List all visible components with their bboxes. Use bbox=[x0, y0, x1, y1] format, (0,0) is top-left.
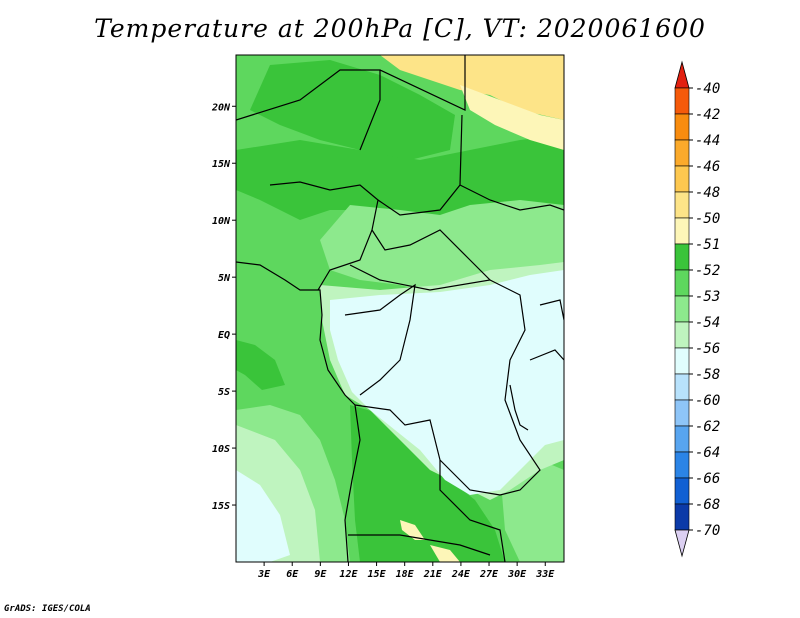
colorbar-label: -53 bbox=[695, 289, 720, 305]
lat-tick-label: 10S bbox=[212, 444, 230, 455]
lon-tick-label: 9E bbox=[314, 569, 327, 580]
border-congo bbox=[344, 283, 416, 396]
colorbar-label: -50 bbox=[695, 211, 720, 227]
colorbar-label: -62 bbox=[695, 419, 720, 435]
colorbar-label: -52 bbox=[695, 263, 720, 279]
border-south-sudan bbox=[459, 184, 564, 211]
border-car bbox=[349, 229, 492, 291]
border-algeria-libya bbox=[236, 69, 381, 151]
lat-tick-label: 5N bbox=[218, 273, 231, 284]
border-drc-south bbox=[354, 404, 501, 496]
lon-tick-label: 30E bbox=[507, 569, 527, 580]
lon-tick-label: 15E bbox=[368, 569, 387, 580]
border-namibia bbox=[348, 534, 491, 556]
colorbar-bottom-triangle bbox=[674, 529, 690, 558]
lat-tick-label: 20N bbox=[211, 102, 231, 113]
colorbar: -40 -42 -44 -46 -48 -50 -51 -52 -53 -54 -56 -58 -60 -… bbox=[674, 60, 720, 558]
angola-dark-band bbox=[350, 405, 505, 562]
colorbar-swatch bbox=[674, 451, 690, 479]
colorbar-label: -56 bbox=[695, 341, 720, 357]
colorbar-swatch bbox=[674, 243, 690, 271]
colorbar-swatch bbox=[674, 399, 690, 427]
lat-tick-label: EQ bbox=[218, 330, 230, 341]
colorbar-label: -68 bbox=[695, 497, 720, 513]
warm-pale-yellow bbox=[460, 85, 564, 150]
colorbar-swatch bbox=[674, 321, 690, 349]
border-drc-east bbox=[489, 279, 541, 496]
colorbar-label: -51 bbox=[695, 237, 720, 253]
colorbar-label: -40 bbox=[695, 81, 720, 97]
lon-tick-label: 24E bbox=[451, 569, 471, 580]
sahara-dark-patch bbox=[250, 60, 455, 160]
colorbar-swatch bbox=[674, 503, 690, 531]
lat-tick-label: 10N bbox=[212, 216, 231, 227]
latitude-axis: 20N 15N 10N 5N EQ 5S 10S 15S bbox=[211, 102, 236, 512]
political-boundaries bbox=[236, 55, 564, 562]
border-east-africa bbox=[529, 299, 564, 361]
colorbar-label: -54 bbox=[695, 315, 720, 331]
colorbar-label: -60 bbox=[695, 393, 720, 409]
colorbar-label: -48 bbox=[695, 185, 720, 201]
colorbar-swatch bbox=[674, 87, 690, 115]
colorbar-swatch bbox=[674, 217, 690, 245]
colorbar-label: -70 bbox=[695, 523, 720, 539]
colorbar-swatch bbox=[674, 191, 690, 219]
sahel-dark-band bbox=[236, 135, 564, 220]
lat-tick-label: 15S bbox=[212, 501, 230, 512]
warm-yellow-ne bbox=[380, 55, 564, 120]
colorbar-swatch bbox=[674, 477, 690, 505]
yellow-streak-2 bbox=[430, 545, 460, 562]
lon-tick-label: 27E bbox=[479, 569, 499, 580]
colorbar-swatch bbox=[674, 347, 690, 375]
border-angola-zambia bbox=[439, 460, 506, 562]
border-libya-egypt bbox=[379, 55, 466, 111]
lon-tick-label: 18E bbox=[396, 569, 415, 580]
lake-tanganyika bbox=[509, 384, 529, 431]
colorbar-label: -58 bbox=[695, 367, 720, 383]
colorbar-top-triangle bbox=[674, 60, 690, 89]
colorbar-swatch bbox=[674, 425, 690, 453]
colorbar-label: -64 bbox=[695, 445, 720, 461]
colorbar-label: -46 bbox=[695, 159, 720, 175]
southwest-cyan bbox=[236, 470, 290, 562]
longitude-axis: 3E 6E 9E 12E 15E 18E 21E 24E 27E 30E 33E bbox=[257, 562, 555, 580]
yellow-streak-1 bbox=[400, 520, 425, 540]
colorbar-swatch bbox=[674, 165, 690, 193]
colorbar-swatch bbox=[674, 269, 690, 297]
lon-tick-label: 12E bbox=[339, 569, 358, 580]
lat-tick-label: 5S bbox=[218, 387, 230, 398]
temperature-field bbox=[236, 55, 564, 562]
lat-tick-label: 15N bbox=[212, 159, 231, 170]
colorbar-label: -66 bbox=[695, 471, 720, 487]
lon-tick-label: 3E bbox=[257, 569, 271, 580]
colorbar-label: -42 bbox=[695, 107, 720, 123]
colorbar-swatch bbox=[674, 373, 690, 401]
coast-dark-patch bbox=[236, 340, 285, 390]
lon-tick-label: 33E bbox=[535, 569, 555, 580]
cold-core-cyan bbox=[330, 270, 564, 495]
grads-credit: GrADS: IGES/COLA bbox=[4, 604, 91, 614]
coastline-west bbox=[236, 261, 361, 562]
lon-tick-label: 6E bbox=[286, 569, 299, 580]
map-title: Temperature at 200hPa [C], VT: 202006160… bbox=[94, 14, 706, 43]
border-chad-sudan bbox=[377, 114, 463, 216]
colorbar-label: -44 bbox=[695, 133, 720, 149]
plot-frame bbox=[235, 54, 565, 563]
colorbar-swatch bbox=[674, 295, 690, 323]
lon-tick-label: 21E bbox=[423, 569, 443, 580]
colorbar-swatch bbox=[674, 139, 690, 167]
colorbar-swatch bbox=[674, 113, 690, 141]
